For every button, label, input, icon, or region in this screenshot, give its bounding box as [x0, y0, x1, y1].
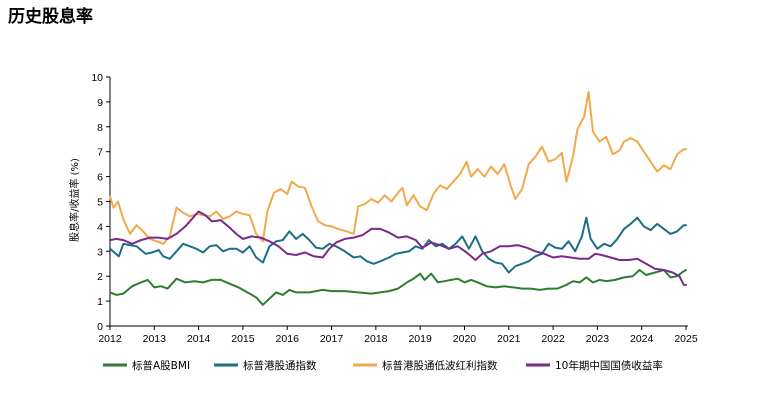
y-tick-label: 9 — [97, 97, 103, 109]
series-line-2 — [109, 216, 687, 274]
series-layer — [109, 90, 687, 306]
x-tick-label: 2013 — [143, 333, 167, 345]
series-line-4 — [109, 210, 687, 286]
x-tick-label: 2023 — [586, 333, 610, 345]
y-tick-label: 3 — [97, 246, 103, 258]
y-tick-label: 2 — [97, 271, 103, 283]
x-tick-label: 2019 — [408, 333, 432, 345]
x-tick-label: 2022 — [541, 333, 565, 345]
y-axis-label: 股息率/收益率 (%) — [68, 158, 81, 242]
x-tick-label: 2012 — [98, 333, 122, 345]
x-tick-label: 2020 — [453, 333, 477, 345]
x-tick-label: 2021 — [497, 333, 521, 345]
y-tick-label: 8 — [97, 122, 103, 134]
legend: 标普A股BMI 标普港股通指数 标普港股通低波红利指数 10年期中国国债收益率 — [103, 359, 663, 372]
x-tick-label: 2024 — [630, 333, 654, 345]
series-line-1 — [109, 269, 687, 306]
y-tick-label: 0 — [97, 321, 103, 333]
legend-label: 标普A股BMI — [132, 359, 190, 372]
legend-label: 10年期中国国债收益率 — [555, 359, 663, 372]
y-tick-label: 10 — [91, 72, 103, 84]
x-tick-label: 2017 — [320, 333, 344, 345]
y-tick-label: 5 — [97, 197, 103, 209]
x-tick-label: 2025 — [674, 333, 698, 345]
y-tick-label: 1 — [97, 296, 103, 308]
y-tick-label: 4 — [97, 221, 103, 233]
legend-label: 标普港股通指数 — [243, 359, 317, 372]
series-line-3 — [109, 90, 687, 245]
page-title: 历史股息率 — [8, 7, 93, 27]
legend-label: 标普港股通低波红利指数 — [382, 359, 498, 372]
y-tick-label: 7 — [97, 147, 103, 159]
x-tick-label: 2016 — [276, 333, 300, 345]
axes: 2012 2013 2014 2015 2016 2017 2018 2019 2020 2021… — [91, 72, 698, 345]
x-tick-label: 2018 — [364, 333, 388, 345]
x-tick-label: 2015 — [231, 333, 255, 345]
y-tick-label: 6 — [97, 172, 103, 184]
x-tick-label: 2014 — [187, 333, 211, 345]
